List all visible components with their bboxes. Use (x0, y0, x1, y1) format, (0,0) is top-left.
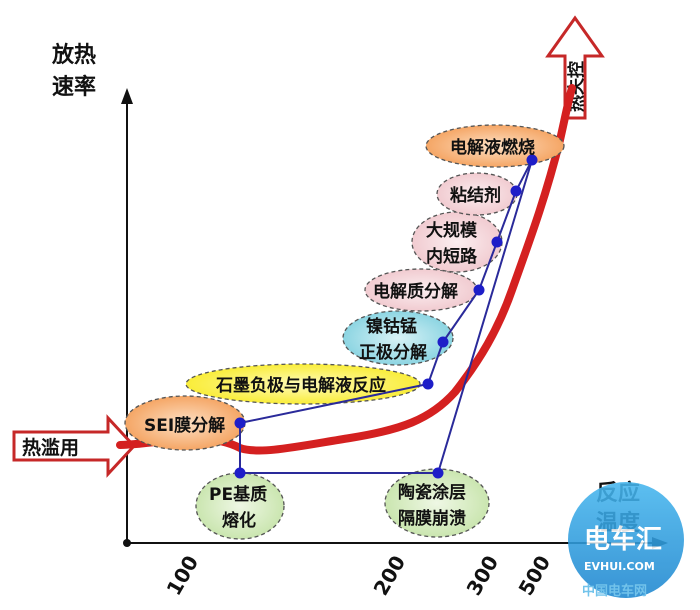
electrolyte-burn-label: 电解液燃烧 (450, 137, 535, 158)
watermark-circle (568, 482, 684, 598)
dot-sei (234, 417, 246, 429)
ceramic-collapse-label-line1: 陶瓷涂层 (398, 482, 466, 503)
x-tick-200: 200 (369, 551, 411, 599)
watermark-site: EVHUI.COM (584, 560, 655, 573)
dot-electrolyte-decomp (473, 284, 485, 296)
graphite-label: 石墨负极与电解液反应 (215, 375, 386, 396)
ncm-label-line2: 正极分解 (359, 342, 427, 363)
x-tick-500: 500 (514, 551, 556, 599)
dot-graphite (422, 378, 434, 390)
x-tick-300: 300 (462, 551, 504, 599)
ncm-bubble (342, 310, 454, 366)
short-circuit-label-line2: 内短路 (426, 246, 478, 267)
ceramic-collapse-label-line2: 隔膜崩溃 (398, 508, 466, 529)
thermal-abuse-arrow: 热滥用 (12, 414, 137, 478)
x-tick-100: 100 (162, 551, 204, 599)
watermark-brand: 电车汇 (584, 524, 662, 555)
dot-electrolyte-burn (526, 154, 538, 166)
electrolyte-decomp-label: 电解质分解 (373, 281, 458, 302)
dot-ncm (437, 336, 449, 348)
sei-label: SEI膜分解 (144, 415, 225, 436)
watermark: 电车汇 EVHUI.COM 中国电车网 (568, 482, 684, 599)
thermal-abuse-label: 热滥用 (22, 436, 79, 459)
thermal-runaway-arrow: 热失控 (545, 15, 605, 120)
y-axis-label-line1: 放热 (51, 42, 96, 68)
y-axis (121, 88, 133, 543)
binder-label: 粘结剂 (450, 185, 501, 206)
dot-ceramic-collapse (432, 467, 444, 479)
ncm-label-line1: 镍钴锰 (366, 316, 417, 337)
graphite-bubble (185, 363, 421, 405)
dot-short-circuit (491, 236, 503, 248)
dot-pe-melt (234, 467, 246, 479)
pe-melt-label-line2: 熔化 (222, 510, 256, 531)
event-dots (234, 154, 538, 479)
y-axis-label-line2: 速率 (52, 74, 96, 100)
origin-dot (123, 539, 131, 547)
dot-binder (510, 185, 522, 197)
short-circuit-label-line1: 大规模 (426, 220, 478, 241)
pe-melt-label-line1: PE基质 (209, 484, 267, 505)
watermark-subtext: 中国电车网 (582, 583, 647, 599)
